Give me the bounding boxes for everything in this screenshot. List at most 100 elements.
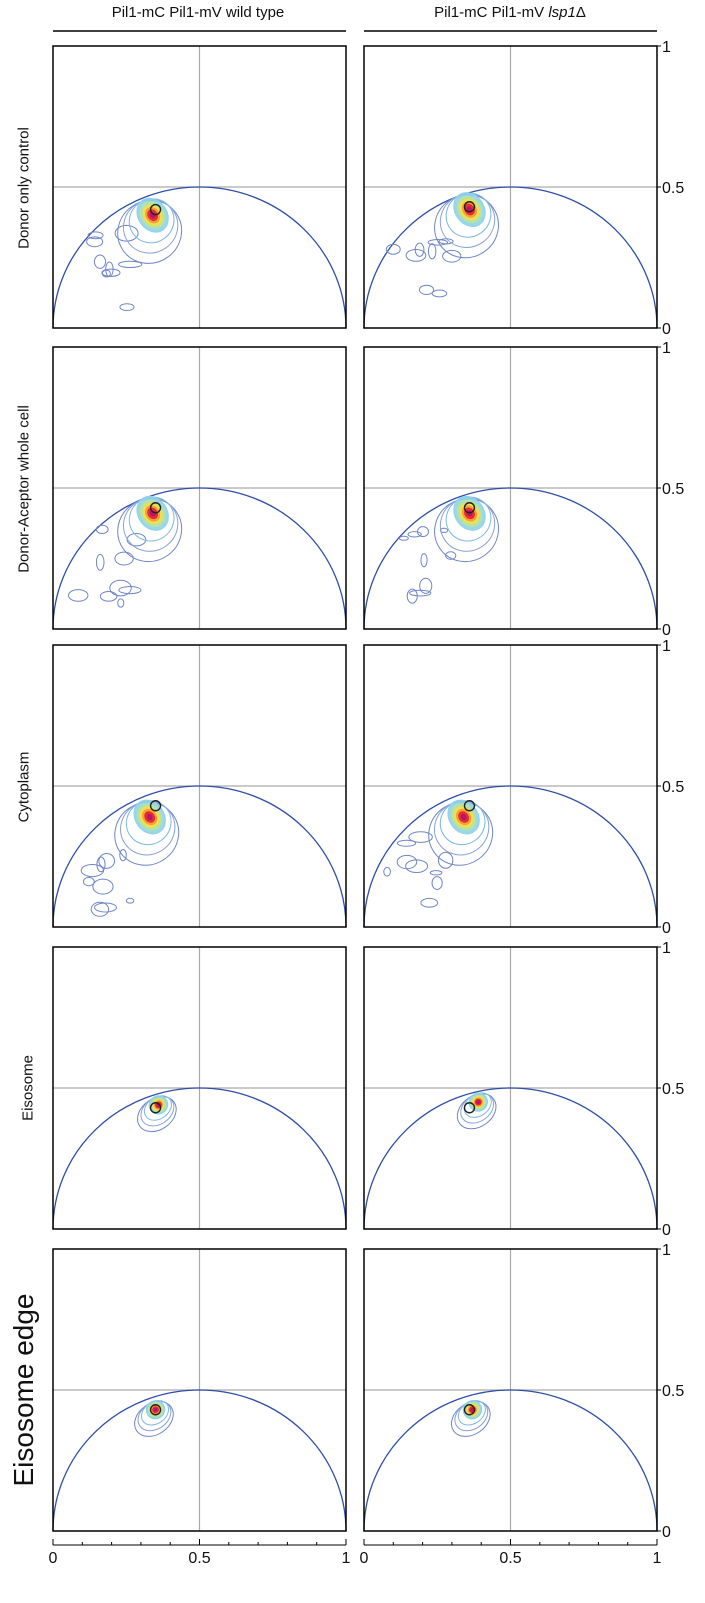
contour-line <box>82 876 95 887</box>
contour-line <box>383 866 391 877</box>
phasor-panel: 00.51 <box>363 1242 684 1541</box>
contour-line <box>125 897 135 904</box>
contour-line <box>93 254 107 269</box>
reference-point-marker <box>463 502 476 514</box>
contour-line <box>95 553 105 571</box>
contour-line <box>420 897 439 908</box>
column-title-lsp1: Pil1-mC Pil1-mV lsp1Δ <box>360 4 660 21</box>
column-title-text: Pil1-mC Pil1-mV wild type <box>111 4 285 21</box>
contour-line <box>429 870 443 876</box>
contour-line <box>408 831 433 843</box>
contour-line <box>96 856 106 873</box>
phasor-panel: 00.51 <box>363 39 684 338</box>
universal-semicircle <box>52 1389 347 1532</box>
y-tick-label: 0.5 <box>662 1383 684 1400</box>
y-tick-label: 0 <box>662 920 671 937</box>
phasor-panel: 00.51 <box>363 340 684 639</box>
density-cloud <box>398 495 499 604</box>
contour-line <box>80 863 105 878</box>
contour-level <box>476 1100 481 1105</box>
phasor-panel <box>52 346 347 630</box>
contour-line <box>420 553 428 568</box>
reference-point-marker <box>149 1102 162 1114</box>
contour-line <box>94 902 117 913</box>
contour-line <box>99 591 118 602</box>
contour-line <box>396 854 418 870</box>
contour-line <box>114 224 139 242</box>
contour-line <box>427 243 437 260</box>
contour-line <box>409 589 432 597</box>
y-tick-label: 0.5 <box>662 779 684 796</box>
contour-line <box>90 901 110 917</box>
contour-level <box>439 193 496 248</box>
phasor-panel: 00.51 <box>363 638 684 937</box>
reference-point-marker <box>149 502 162 514</box>
y-tick-label: 0.5 <box>662 1081 684 1098</box>
contour-level <box>470 1407 475 1412</box>
contour-level <box>434 498 499 563</box>
y-tick-label: 1 <box>662 940 671 957</box>
column-title-gene: lsp1 <box>548 4 576 21</box>
x-tick-label: 0 <box>360 1550 369 1567</box>
reference-point-marker <box>463 1102 476 1114</box>
universal-semicircle <box>363 487 658 630</box>
contour-line <box>86 236 104 248</box>
y-tick-label: 0.5 <box>662 481 684 498</box>
contour-line <box>416 526 430 538</box>
contour-line <box>418 284 435 295</box>
column-title-text: Pil1-mC Pil1-mV <box>434 4 549 21</box>
contour-line <box>119 849 127 862</box>
contour-line <box>442 249 462 263</box>
contour-line <box>398 535 409 541</box>
density-cloud <box>80 799 180 917</box>
panel-frame <box>52 644 347 928</box>
contour-line <box>405 248 427 262</box>
contour-level <box>120 800 176 856</box>
y-tick-label: 0 <box>662 1524 671 1541</box>
x-tick-label: 0.5 <box>499 1550 521 1567</box>
contour-line <box>114 551 134 566</box>
density-cloud <box>383 799 494 908</box>
contour-line <box>98 852 116 869</box>
contour-line <box>407 531 422 538</box>
phasor-panel <box>52 644 347 928</box>
contour-line <box>67 589 89 602</box>
row-label-donor-acceptor: Donor-Aceptor whole cell <box>15 405 33 573</box>
x-tick-label: 0 <box>49 1550 58 1567</box>
reference-point-marker <box>463 800 476 812</box>
phasor-panel <box>52 946 347 1230</box>
contour-line <box>385 243 401 255</box>
reference-point-marker <box>149 203 162 216</box>
contour-line <box>117 598 125 608</box>
contour-line <box>419 577 433 594</box>
contour-line <box>126 532 147 547</box>
contour-level <box>434 800 490 856</box>
reference-point-marker <box>149 800 162 812</box>
contour-level <box>117 199 183 264</box>
contour-line <box>431 876 443 890</box>
y-tick-label: 1 <box>662 340 671 357</box>
panel-frame <box>52 946 347 1230</box>
contour-line <box>118 260 143 269</box>
contour-line <box>95 524 109 535</box>
universal-semicircle <box>363 1087 658 1230</box>
panel-frame <box>52 45 347 329</box>
universal-semicircle <box>363 1389 658 1532</box>
density-cloud <box>134 1400 174 1437</box>
contour-line <box>109 579 132 597</box>
row-label-cytoplasm: Cytoplasm <box>15 751 33 823</box>
contour-line <box>119 303 135 312</box>
density-cloud <box>137 1095 177 1133</box>
x-tick-label: 1 <box>342 1550 351 1567</box>
contour-line <box>437 851 454 869</box>
density-cloud <box>385 192 499 298</box>
phasor-panel: 00.51 <box>363 940 684 1239</box>
column-title-wildtype: Pil1-mC Pil1-mV wild type <box>48 4 348 21</box>
row-label-eisosome-edge: Eisosome edge <box>8 1293 39 1487</box>
contour-level <box>428 801 494 866</box>
universal-semicircle <box>363 186 658 329</box>
y-tick-label: 0 <box>662 1222 671 1239</box>
phasor-panel <box>52 45 347 329</box>
contour-level <box>114 801 180 866</box>
